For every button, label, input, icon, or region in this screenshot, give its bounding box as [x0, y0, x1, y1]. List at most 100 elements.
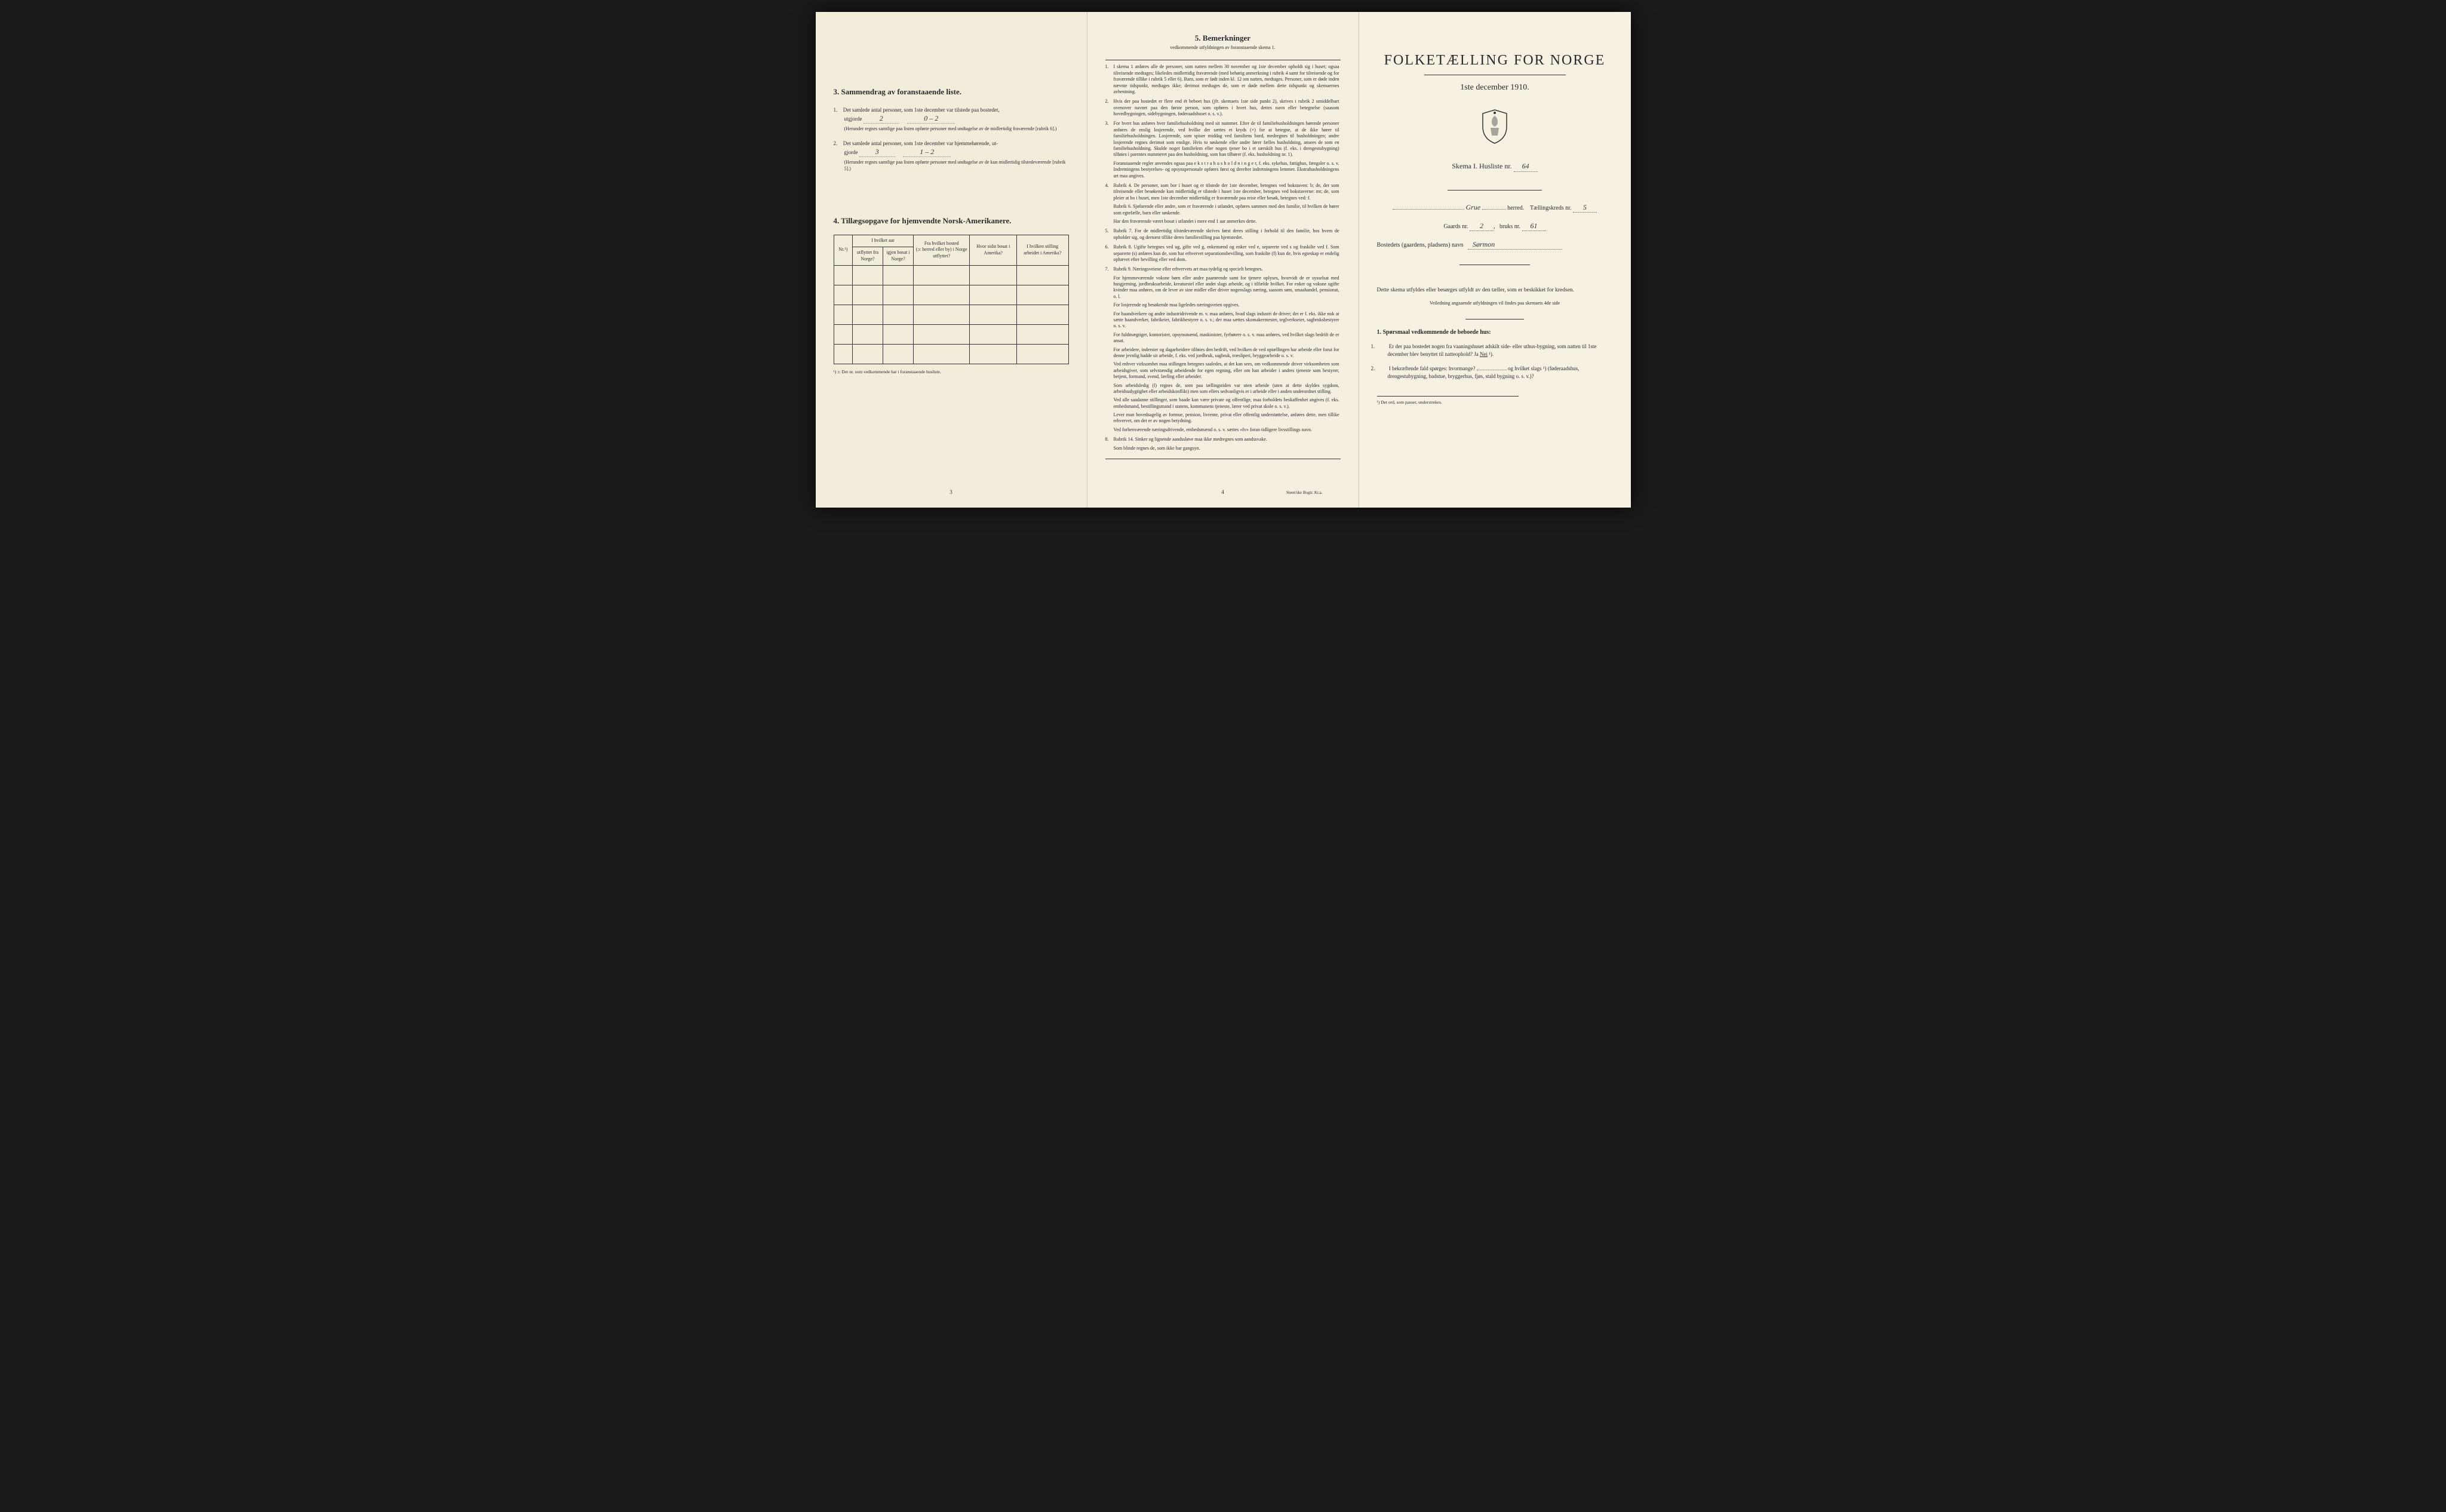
bruks-label: bruks nr. — [1499, 223, 1520, 230]
section-4-title: 4. Tillægsopgave for hjemvendte Norsk-Am… — [834, 216, 1069, 226]
remark-7-k: Ved forhenværende næringsdrivende, embed… — [1114, 427, 1339, 433]
emigrant-table: Nr.¹) I hvilket aar Fra hvilket bosted (… — [834, 235, 1069, 364]
remark-8: 8. Rubrik 14. Sinker og lignende aandssl… — [1105, 437, 1341, 451]
th-from-where-a: Fra hvilket bosted — [924, 241, 959, 246]
page-number-3: 3 — [949, 488, 952, 496]
gaards-value: 2 — [1470, 221, 1494, 231]
remark-4-sub2: Har den fraværende været bosat i utlande… — [1114, 219, 1339, 225]
remark-4-sub1: Rubrik 6. Sjøfarende eller andre, som er… — [1114, 204, 1339, 216]
remark-1-num: 1. — [1105, 64, 1113, 70]
remark-8-main: Rubrik 14. Sinker og lignende aandssløve… — [1114, 437, 1267, 442]
herred-value: Grue — [1466, 203, 1481, 211]
skema-label: Skema I. Husliste nr. — [1452, 162, 1511, 170]
remark-1-body: I skema 1 anføres alle de personer, som … — [1114, 64, 1339, 95]
th-america-where: Hvor sidst bosat i Amerika? — [970, 235, 1017, 265]
bosted-value: Sørmon — [1468, 239, 1562, 250]
remark-7-f: For arbeidere, inderster og dagarbeidere… — [1114, 347, 1339, 359]
bosted-line: Bostedets (gaardens, pladsens) navn Sørm… — [1377, 239, 1613, 250]
item-1-value-total: 2 — [864, 113, 899, 124]
remark-6-body: Rubrik 8. Ugifte betegnes ved ug, gifte … — [1114, 244, 1339, 263]
page-cover: FOLKETÆLLING FOR NORGE 1ste december 191… — [1359, 12, 1631, 508]
remark-2: 2. Hvis der paa bostedet er flere end ét… — [1105, 99, 1341, 117]
instruction-sub: Veiledning angaaende utfyldningen vil fi… — [1377, 300, 1613, 307]
item-2-num: 2. — [834, 140, 842, 147]
remark-6-num: 6. — [1105, 244, 1113, 250]
remark-5-num: 5. — [1105, 228, 1113, 234]
remarks-title: 5. Bemerkninger — [1105, 33, 1341, 44]
item-2-note: (Herunder regnes samtlige paa listen opf… — [844, 159, 1069, 173]
item-2-text: Det samlede antal personer, som 1ste dec… — [843, 140, 998, 146]
item-1-num: 1. — [834, 106, 842, 113]
remark-3-body: For hvert hus anføres hver familiehushol… — [1114, 121, 1339, 179]
remark-2-num: 2. — [1105, 99, 1113, 105]
table-row — [834, 305, 1068, 324]
document-spread: 3. Sammendrag av foranstaaende liste. 1.… — [816, 12, 1631, 508]
table-row — [834, 265, 1068, 285]
remark-7-c: For losjerende og besøkende maa ligelede… — [1114, 302, 1339, 308]
section-3-title: 3. Sammendrag av foranstaaende liste. — [834, 87, 1069, 97]
remark-8-num: 8. — [1105, 437, 1113, 442]
husliste-nr: 64 — [1514, 161, 1538, 171]
th-year-group: I hvilket aar — [852, 235, 913, 247]
th-returned: igjen bosat i Norge? — [883, 247, 914, 265]
remark-7: 7. Rubrik 9. Næringsveiene eller erhverv… — [1105, 266, 1341, 433]
table-row — [834, 324, 1068, 344]
table-row — [834, 344, 1068, 364]
item-2-value-total: 3 — [859, 147, 895, 157]
remark-8-body: Rubrik 14. Sinker og lignende aandssløve… — [1114, 437, 1339, 451]
remarks-subtitle: vedkommende utfyldningen av foranstaaend… — [1105, 45, 1341, 51]
item-2-value-split: 1 – 2 — [903, 147, 951, 157]
th-emigrated: utflyttet fra Norge? — [852, 247, 883, 265]
remark-7-j: Lever man hovedsagelig av formue, pensio… — [1114, 412, 1339, 425]
remark-5: 5. Rubrik 7. For de midlertidig tilstede… — [1105, 228, 1341, 241]
question-1: 1. Er der paa bostedet nogen fra vaaning… — [1388, 343, 1613, 359]
q1-answer-nei: Nei — [1480, 351, 1488, 357]
remark-7-h: Som arbeidsledig (l) regnes de, som paa … — [1114, 383, 1339, 395]
table-footnote: ¹) ɔ: Det nr. som vedkommende har i fora… — [834, 369, 1069, 375]
gaards-line: Gaards nr. 2, bruks nr. 61 — [1377, 221, 1613, 231]
coat-of-arms-icon — [1377, 109, 1613, 146]
item-1-line2: utgjorde — [844, 116, 862, 122]
kreds-label: Tællingskreds nr. — [1530, 205, 1571, 211]
page-number-4: 4 — [1221, 488, 1224, 496]
remark-7-d: For haandverkere og andre industridriven… — [1114, 311, 1339, 330]
herred-label: herred. — [1507, 205, 1524, 211]
remark-1: 1. I skema 1 anføres alle de personer, s… — [1105, 64, 1341, 95]
item-1-note: (Herunder regnes samtlige paa listen opf… — [844, 126, 1069, 133]
remark-8-sub: Som blinde regnes de, som ikke har gangs… — [1114, 445, 1339, 451]
remark-4: 4. Rubrik 4. De personer, som bor i huse… — [1105, 183, 1341, 225]
cover-date: 1ste december 1910. — [1377, 82, 1613, 94]
remark-7-e: For fuldmægtiger, kontorister, opsynsmæn… — [1114, 332, 1339, 345]
remark-7-i: Ved alle saadanne stillinger, som baade … — [1114, 397, 1339, 410]
kreds-value: 5 — [1573, 202, 1597, 213]
question-heading: 1. Spørsmaal vedkommende de beboede hus: — [1377, 328, 1613, 337]
cover-footnote: ¹) Det ord, som passer, understrekes. — [1377, 396, 1519, 405]
remark-5-body: Rubrik 7. For de midlertidig tilstedevær… — [1114, 228, 1339, 241]
bruks-value: 61 — [1522, 221, 1546, 231]
page-4-remarks: 5. Bemerkninger vedkommende utfyldningen… — [1087, 12, 1359, 508]
th-from-where-b: (ɔ: herred eller by) i Norge utflyttet? — [916, 247, 967, 259]
q2-text-a: I bekræftende fald spørges: hvormange? — [1389, 365, 1477, 371]
item-2-line2: gjorde — [844, 149, 858, 155]
question-2: 2. I bekræftende fald spørges: hvormange… — [1388, 365, 1613, 381]
remark-4-body: Rubrik 4. De personer, som bor i huset o… — [1114, 183, 1339, 225]
herred-line: Grue herred. Tællingskreds nr. 5 — [1377, 202, 1613, 213]
remark-4-main: Rubrik 4. De personer, som bor i huset o… — [1114, 183, 1339, 201]
remark-7-body: Rubrik 9. Næringsveiene eller erhvervets… — [1114, 266, 1339, 433]
remark-7-g: Ved enhver virksomhet maa stillingen bet… — [1114, 361, 1339, 380]
cover-title: FOLKETÆLLING FOR NORGE — [1377, 51, 1613, 70]
q1-num: 1. — [1379, 343, 1388, 351]
th-nr: Nr.¹) — [834, 235, 852, 265]
q2-num: 2. — [1379, 365, 1388, 373]
th-america-job: I hvilken stilling arbeidet i Amerika? — [1017, 235, 1069, 265]
q1-suffix: ¹). — [1489, 351, 1494, 357]
item-1: 1. Det samlede antal personer, som 1ste … — [834, 106, 1069, 133]
item-1-text: Det samlede antal personer, som 1ste dec… — [843, 107, 1000, 113]
instruction-text: Dette skema utfyldes eller besørges utfy… — [1377, 286, 1613, 294]
remark-4-num: 4. — [1105, 183, 1113, 189]
remark-2-body: Hvis der paa bostedet er flere end ét be… — [1114, 99, 1339, 117]
remark-3: 3. For hvert hus anføres hver familiehus… — [1105, 121, 1341, 179]
remark-6: 6. Rubrik 8. Ugifte betegnes ved ug, gif… — [1105, 244, 1341, 263]
remark-7-main: Rubrik 9. Næringsveiene eller erhvervets… — [1114, 266, 1263, 272]
printer-credit: Steen'ske Bogtr. Kr.a. — [1286, 490, 1323, 496]
